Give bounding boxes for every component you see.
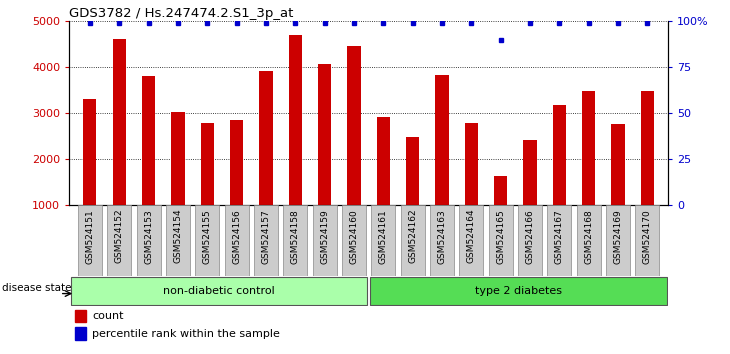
Text: GSM524158: GSM524158 <box>291 209 300 264</box>
Text: percentile rank within the sample: percentile rank within the sample <box>92 329 280 339</box>
Text: GSM524155: GSM524155 <box>203 209 212 264</box>
Text: GSM524170: GSM524170 <box>643 209 652 264</box>
Bar <box>553 105 566 251</box>
FancyBboxPatch shape <box>225 205 249 276</box>
FancyBboxPatch shape <box>488 205 512 276</box>
Bar <box>347 46 361 251</box>
Bar <box>582 91 596 251</box>
Bar <box>377 118 390 251</box>
Text: count: count <box>92 311 123 321</box>
Text: GSM524169: GSM524169 <box>614 209 623 264</box>
FancyBboxPatch shape <box>137 205 161 276</box>
FancyBboxPatch shape <box>166 205 190 276</box>
FancyBboxPatch shape <box>71 277 367 305</box>
FancyBboxPatch shape <box>430 205 454 276</box>
FancyBboxPatch shape <box>372 205 396 276</box>
Bar <box>230 120 243 251</box>
Bar <box>83 98 96 251</box>
FancyBboxPatch shape <box>548 205 572 276</box>
Text: GSM524165: GSM524165 <box>496 209 505 264</box>
Bar <box>465 123 478 251</box>
Text: GSM524152: GSM524152 <box>115 209 123 263</box>
Bar <box>523 139 537 251</box>
Bar <box>75 327 86 340</box>
FancyBboxPatch shape <box>254 205 278 276</box>
Text: GSM524151: GSM524151 <box>85 209 94 264</box>
Text: GSM524168: GSM524168 <box>584 209 593 264</box>
Text: GSM524163: GSM524163 <box>437 209 447 264</box>
Text: GSM524153: GSM524153 <box>144 209 153 264</box>
Text: GSM524161: GSM524161 <box>379 209 388 264</box>
Bar <box>75 310 86 322</box>
Text: GSM524167: GSM524167 <box>555 209 564 264</box>
FancyBboxPatch shape <box>283 205 307 276</box>
FancyBboxPatch shape <box>518 205 542 276</box>
FancyBboxPatch shape <box>370 277 666 305</box>
Text: GSM524159: GSM524159 <box>320 209 329 264</box>
Bar <box>172 112 185 251</box>
Text: GSM524162: GSM524162 <box>408 209 417 263</box>
Bar <box>201 124 214 251</box>
FancyBboxPatch shape <box>342 205 366 276</box>
Text: GSM524156: GSM524156 <box>232 209 241 264</box>
Bar <box>494 176 507 251</box>
FancyBboxPatch shape <box>107 205 131 276</box>
Text: GDS3782 / Hs.247474.2.S1_3p_at: GDS3782 / Hs.247474.2.S1_3p_at <box>69 7 293 20</box>
Bar <box>612 124 625 251</box>
Bar <box>318 64 331 251</box>
Bar <box>142 75 155 251</box>
Bar <box>259 71 272 251</box>
Bar <box>641 91 654 251</box>
Text: disease state: disease state <box>1 282 71 292</box>
Text: type 2 diabetes: type 2 diabetes <box>474 286 562 296</box>
FancyBboxPatch shape <box>78 205 102 276</box>
Bar <box>112 39 126 251</box>
FancyBboxPatch shape <box>635 205 659 276</box>
FancyBboxPatch shape <box>606 205 630 276</box>
Text: GSM524157: GSM524157 <box>261 209 270 264</box>
FancyBboxPatch shape <box>312 205 337 276</box>
Bar <box>288 35 302 251</box>
Text: GSM524160: GSM524160 <box>350 209 358 264</box>
FancyBboxPatch shape <box>459 205 483 276</box>
Text: GSM524154: GSM524154 <box>174 209 182 263</box>
Bar <box>435 75 449 251</box>
Bar <box>406 137 419 251</box>
FancyBboxPatch shape <box>401 205 425 276</box>
Text: non-diabetic control: non-diabetic control <box>163 286 275 296</box>
FancyBboxPatch shape <box>195 205 219 276</box>
Text: GSM524166: GSM524166 <box>526 209 534 264</box>
Text: GSM524164: GSM524164 <box>467 209 476 263</box>
FancyBboxPatch shape <box>577 205 601 276</box>
